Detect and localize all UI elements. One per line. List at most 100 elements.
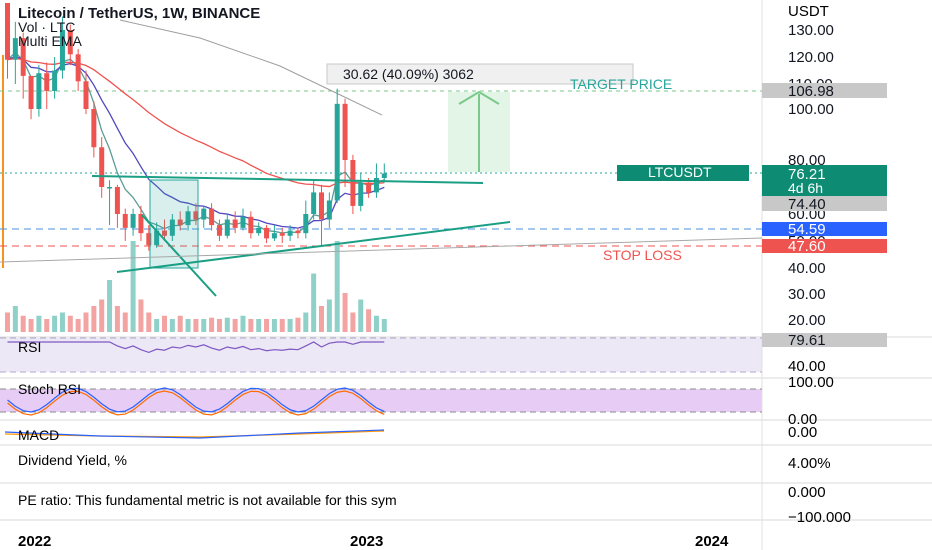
candle-body	[381, 173, 387, 178]
volume-bar	[107, 280, 113, 332]
candle-body	[193, 211, 199, 220]
volume-bar	[311, 273, 317, 332]
ema-price-value: 74.40	[788, 196, 826, 213]
candle-body	[122, 214, 128, 228]
volume-bar	[36, 315, 42, 332]
volume-bar	[334, 241, 340, 332]
grey-ema-line	[0, 237, 763, 263]
volume-bar	[287, 319, 293, 332]
candle-body	[83, 81, 89, 109]
volume-bar	[381, 319, 387, 332]
stop-loss-text: STOP LOSS	[603, 247, 682, 263]
pe-tick-low: −100.000	[788, 509, 851, 526]
volume-bar	[20, 315, 26, 332]
consolidation-box	[149, 179, 199, 269]
candle-body	[12, 38, 18, 60]
volume-bar	[177, 315, 183, 332]
candle-body	[287, 230, 293, 236]
macd-line	[4, 429, 385, 439]
price-tick-label: 130.00	[788, 22, 834, 39]
stoch-d-line	[7, 390, 385, 416]
volume-bar	[279, 319, 285, 332]
current-price-tag	[762, 165, 887, 196]
volume-bar	[240, 315, 246, 332]
candle-body	[75, 54, 81, 82]
candle-body	[271, 233, 277, 239]
target-arrow-head	[458, 90, 500, 105]
candle-body	[44, 73, 50, 91]
dividend-tick: 4.00%	[788, 455, 831, 472]
measure-box	[326, 63, 634, 85]
candle-body	[201, 208, 207, 220]
candle-body	[334, 103, 340, 201]
countdown-value: 4d 6h	[788, 180, 823, 196]
volume-bar	[224, 317, 230, 332]
volume-bar	[201, 319, 207, 332]
price-tick-label: 40.00	[788, 260, 826, 277]
candle-body	[295, 230, 301, 234]
candle-body	[130, 214, 136, 228]
macd-signal-line	[4, 430, 385, 438]
candle-body	[59, 30, 65, 71]
volume-bar	[232, 319, 238, 332]
candle-body	[342, 103, 348, 160]
stoch-band	[0, 389, 762, 412]
candle-body	[232, 219, 238, 228]
currency-label: USDT	[788, 3, 829, 20]
candle-body	[146, 233, 152, 246]
x-label-2023: 2023	[350, 533, 383, 550]
dividend-label: Dividend Yield, %	[18, 452, 127, 468]
measure-label: 30.62 (40.09%) 3062	[343, 66, 474, 82]
volume-bar	[99, 299, 105, 332]
volume-bar	[319, 306, 324, 332]
blue-level-tag	[762, 222, 887, 236]
stoch-label: Stoch RSI	[18, 381, 81, 397]
resistance-line	[91, 175, 484, 184]
candle-body	[240, 216, 246, 228]
rsi-tick: 40.00	[788, 358, 826, 375]
volume-bar	[185, 319, 191, 332]
candle-body	[107, 187, 113, 189]
candle-body	[162, 230, 167, 236]
pe-tick-high: 0.000	[788, 484, 826, 501]
pe-label: PE ratio: This fundamental metric is not…	[18, 492, 397, 508]
blue-level-value: 54.59	[788, 221, 826, 238]
macd-label: MACD	[18, 427, 59, 443]
volume-bar	[350, 312, 356, 332]
candle-body	[303, 214, 309, 234]
candle-body	[264, 227, 270, 239]
symbol-tag-text: LTCUSDT	[648, 164, 712, 180]
volume-bar	[122, 312, 128, 332]
candle-body	[36, 73, 42, 109]
target-price-tag	[762, 83, 887, 98]
ema-legend: Multi EMA	[18, 33, 82, 49]
candle-body	[224, 219, 230, 236]
candles	[5, 3, 387, 251]
candle-body	[209, 208, 215, 226]
volume-bar	[154, 319, 160, 332]
rsi-value-tag	[762, 333, 887, 347]
candle-body	[5, 3, 10, 60]
volume-bar	[193, 319, 199, 332]
support-trend-line	[116, 221, 511, 273]
volume-bar	[209, 317, 215, 332]
target-price-value: 106.98	[788, 83, 834, 100]
volume-bar	[28, 319, 34, 332]
volume-bar	[248, 319, 254, 332]
candle-body	[311, 192, 317, 214]
volume-bar	[75, 319, 81, 332]
price-tick-label: 30.00	[788, 286, 826, 303]
candle-body	[138, 214, 144, 234]
volume-bar	[130, 241, 136, 332]
volume-bar	[264, 319, 270, 332]
rsi-line	[7, 341, 385, 354]
candle-body	[154, 230, 160, 246]
symbol-tag	[617, 165, 749, 181]
stop-loss-tag	[762, 239, 887, 253]
volume-bar	[44, 319, 50, 332]
candle-body	[350, 160, 356, 206]
volume-legend: Vol · LTC	[18, 19, 75, 35]
candle-body	[91, 109, 97, 148]
chart-title: Litecoin / TetherUS, 1W, BINANCE	[18, 5, 260, 22]
